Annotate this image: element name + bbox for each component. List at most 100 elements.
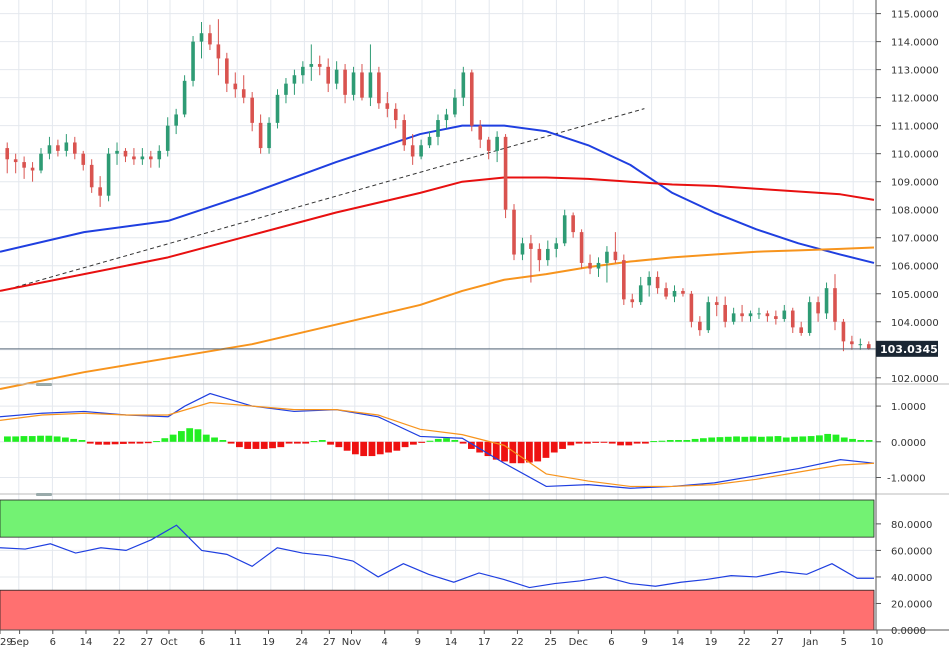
macd-histogram-bar-negative	[136, 441, 144, 444]
bullish-candle	[351, 66, 356, 101]
macd-histogram-bar-negative	[476, 441, 484, 453]
x-tick-label: 4	[381, 637, 387, 648]
candle-body	[706, 302, 711, 331]
bearish-candle	[850, 335, 854, 350]
candle-body	[233, 83, 238, 90]
bearish-candle	[410, 134, 415, 165]
bearish-candle	[714, 296, 719, 317]
bullish-candle	[165, 117, 170, 157]
candle-body	[546, 248, 550, 261]
x-tick-label: 22	[511, 637, 524, 648]
macd-histogram-bar-positive	[318, 440, 326, 442]
macd-histogram-bar-negative	[468, 441, 475, 449]
candle-body	[360, 72, 364, 98]
macd-histogram-bar-negative	[526, 441, 533, 463]
candle-body	[571, 215, 575, 233]
macd-histogram-bar-negative	[509, 441, 517, 464]
candle-body	[317, 64, 322, 67]
bearish-candle	[790, 307, 795, 333]
macd-histogram-bar-positive	[741, 436, 749, 442]
bearish-candle	[740, 304, 744, 322]
candle-body	[714, 302, 719, 305]
candle-body	[723, 304, 727, 322]
price-tick-label: 109.0000	[891, 178, 939, 189]
candle-body	[520, 243, 525, 255]
price-tick-label: 114.0000	[891, 38, 939, 49]
candle-body	[72, 142, 77, 154]
bullish-candle	[706, 296, 711, 333]
candle-body	[250, 97, 254, 123]
candle-body	[596, 262, 601, 269]
macd-histogram-bar-negative	[360, 441, 368, 457]
bearish-candle	[681, 288, 685, 297]
bearish-candle	[98, 176, 102, 207]
macd-histogram-bar-negative	[385, 441, 392, 453]
candle-body	[191, 41, 195, 81]
macd-histogram-bar-positive	[683, 440, 691, 442]
macd-histogram-bar-positive	[840, 437, 848, 442]
macd-histogram-bar-positive	[153, 441, 160, 443]
price-tick-label: 113.0000	[891, 66, 939, 77]
bearish-candle	[385, 92, 390, 118]
candle-body	[512, 209, 516, 255]
macd-histogram-bar-negative	[236, 441, 243, 448]
candle-body	[689, 293, 694, 322]
bearish-candle	[56, 139, 60, 157]
bullish-candle	[782, 304, 787, 322]
candle-body	[174, 114, 178, 126]
macd-histogram-bar-positive	[20, 436, 28, 442]
candle-body	[807, 302, 812, 333]
candle-body	[377, 72, 381, 104]
macd-histogram-bar-positive	[211, 437, 218, 442]
macd-histogram-bar-positive	[807, 436, 815, 442]
bullish-candle	[748, 310, 753, 322]
bullish-candle	[419, 139, 423, 160]
macd-histogram-bar-positive	[758, 436, 765, 442]
x-tick-label: 22	[113, 637, 126, 648]
macd-histogram-bar-negative	[608, 441, 616, 444]
candle-body	[123, 150, 128, 157]
candle-body	[824, 288, 829, 314]
macd-histogram-bar-positive	[28, 436, 36, 442]
macd-histogram-bar-negative	[144, 441, 152, 444]
candle-body	[453, 97, 457, 115]
bullish-candle	[461, 66, 466, 107]
macd-histogram-bar-negative	[335, 441, 343, 448]
candle-body	[765, 313, 770, 317]
macd-histogram-bar-negative	[302, 441, 310, 444]
bearish-candle	[250, 92, 254, 132]
price-tick-label: 111.0000	[891, 122, 939, 133]
candle-body	[782, 310, 787, 319]
x-tick-label: 14	[671, 637, 684, 648]
candle-body	[326, 66, 330, 84]
macd-histogram-bar-negative	[600, 441, 608, 443]
rsi-tick-label: 40.0000	[891, 573, 932, 584]
macd-histogram-bar-positive	[451, 440, 459, 442]
macd-histogram-bar-positive	[865, 440, 873, 442]
bullish-candle	[182, 75, 187, 118]
macd-histogram-bar-positive	[658, 440, 666, 442]
bearish-candle	[343, 64, 347, 104]
macd-histogram-bar-negative	[343, 441, 351, 451]
macd-histogram-bar-positive	[716, 437, 724, 442]
macd-histogram-bar-negative	[459, 441, 467, 444]
bullish-candle	[115, 142, 119, 165]
bearish-candle	[698, 316, 702, 336]
candle-body	[140, 156, 145, 160]
candle-body	[241, 89, 246, 98]
macd-histogram-bar-negative	[617, 441, 624, 446]
bearish-candle	[833, 274, 837, 331]
macd-histogram-bar-positive	[675, 440, 682, 442]
dashed-trendline	[1, 108, 645, 292]
x-tick-label: 29	[0, 637, 13, 648]
candle-body	[790, 310, 795, 328]
x-tick-label: 9	[641, 637, 647, 648]
macd-histogram-bar-positive	[161, 438, 169, 442]
candle-body	[301, 66, 305, 76]
candle-body	[436, 120, 440, 137]
bullish-candle	[301, 61, 305, 84]
moving-average-line	[0, 124, 875, 264]
x-tick-label: 22	[738, 637, 751, 648]
candle-body	[47, 145, 52, 154]
macd-histogram-bar-positive	[194, 429, 202, 442]
